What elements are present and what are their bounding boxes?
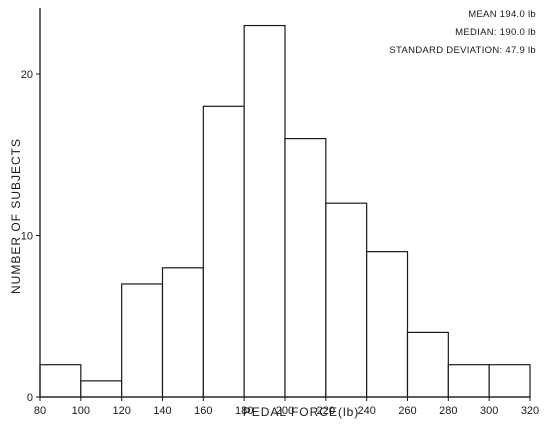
x-tick-label: 260 [398,405,416,417]
histogram-bar [80,380,123,398]
y-tick-label: 10 [21,231,33,243]
histogram-bar [39,364,82,398]
histogram-bar [325,202,368,398]
x-tick-label: 120 [112,405,130,417]
histogram-bar [202,105,245,398]
x-tick-label: 280 [439,405,457,417]
x-tick-label: 180 [235,405,253,417]
x-tick-label: 100 [72,405,90,417]
x-axis-title: PEDAL FORCE(lb) [243,405,360,419]
histogram-bar [406,331,449,398]
bars-group [39,24,531,398]
x-tick-label: 80 [34,405,46,417]
histogram-bar [488,364,531,398]
x-tick-label: 140 [153,405,171,417]
y-tick-label: 0 [27,392,33,404]
x-tick-label: 300 [480,405,498,417]
y-ticks-group: 0 10 20 [21,69,40,404]
median-annotation: MEDIAN: 190.0 lb [455,27,536,38]
histogram-bar [447,364,490,398]
x-ticks-group: 80 100 120 140 160 180 200 220 240 260 280 300 320 [34,397,539,417]
histogram-bar [366,251,409,398]
histogram-bar [284,138,327,398]
histogram-bar [161,267,204,398]
x-tick-label: 160 [194,405,212,417]
histogram-bar [243,24,286,398]
histogram-bar [121,283,164,398]
x-tick-label: 220 [317,405,335,417]
std-dev-annotation: STANDARD DEVIATION: 47.9 lb [389,45,536,56]
mean-annotation: MEAN 194.0 lb [468,9,536,20]
x-tick-label: 200 [276,405,294,417]
y-tick-label: 20 [21,69,33,81]
x-tick-label: 320 [521,405,539,417]
y-axis-title: NUMBER OF SUBJECTS [9,138,23,294]
x-tick-label: 240 [357,405,375,417]
